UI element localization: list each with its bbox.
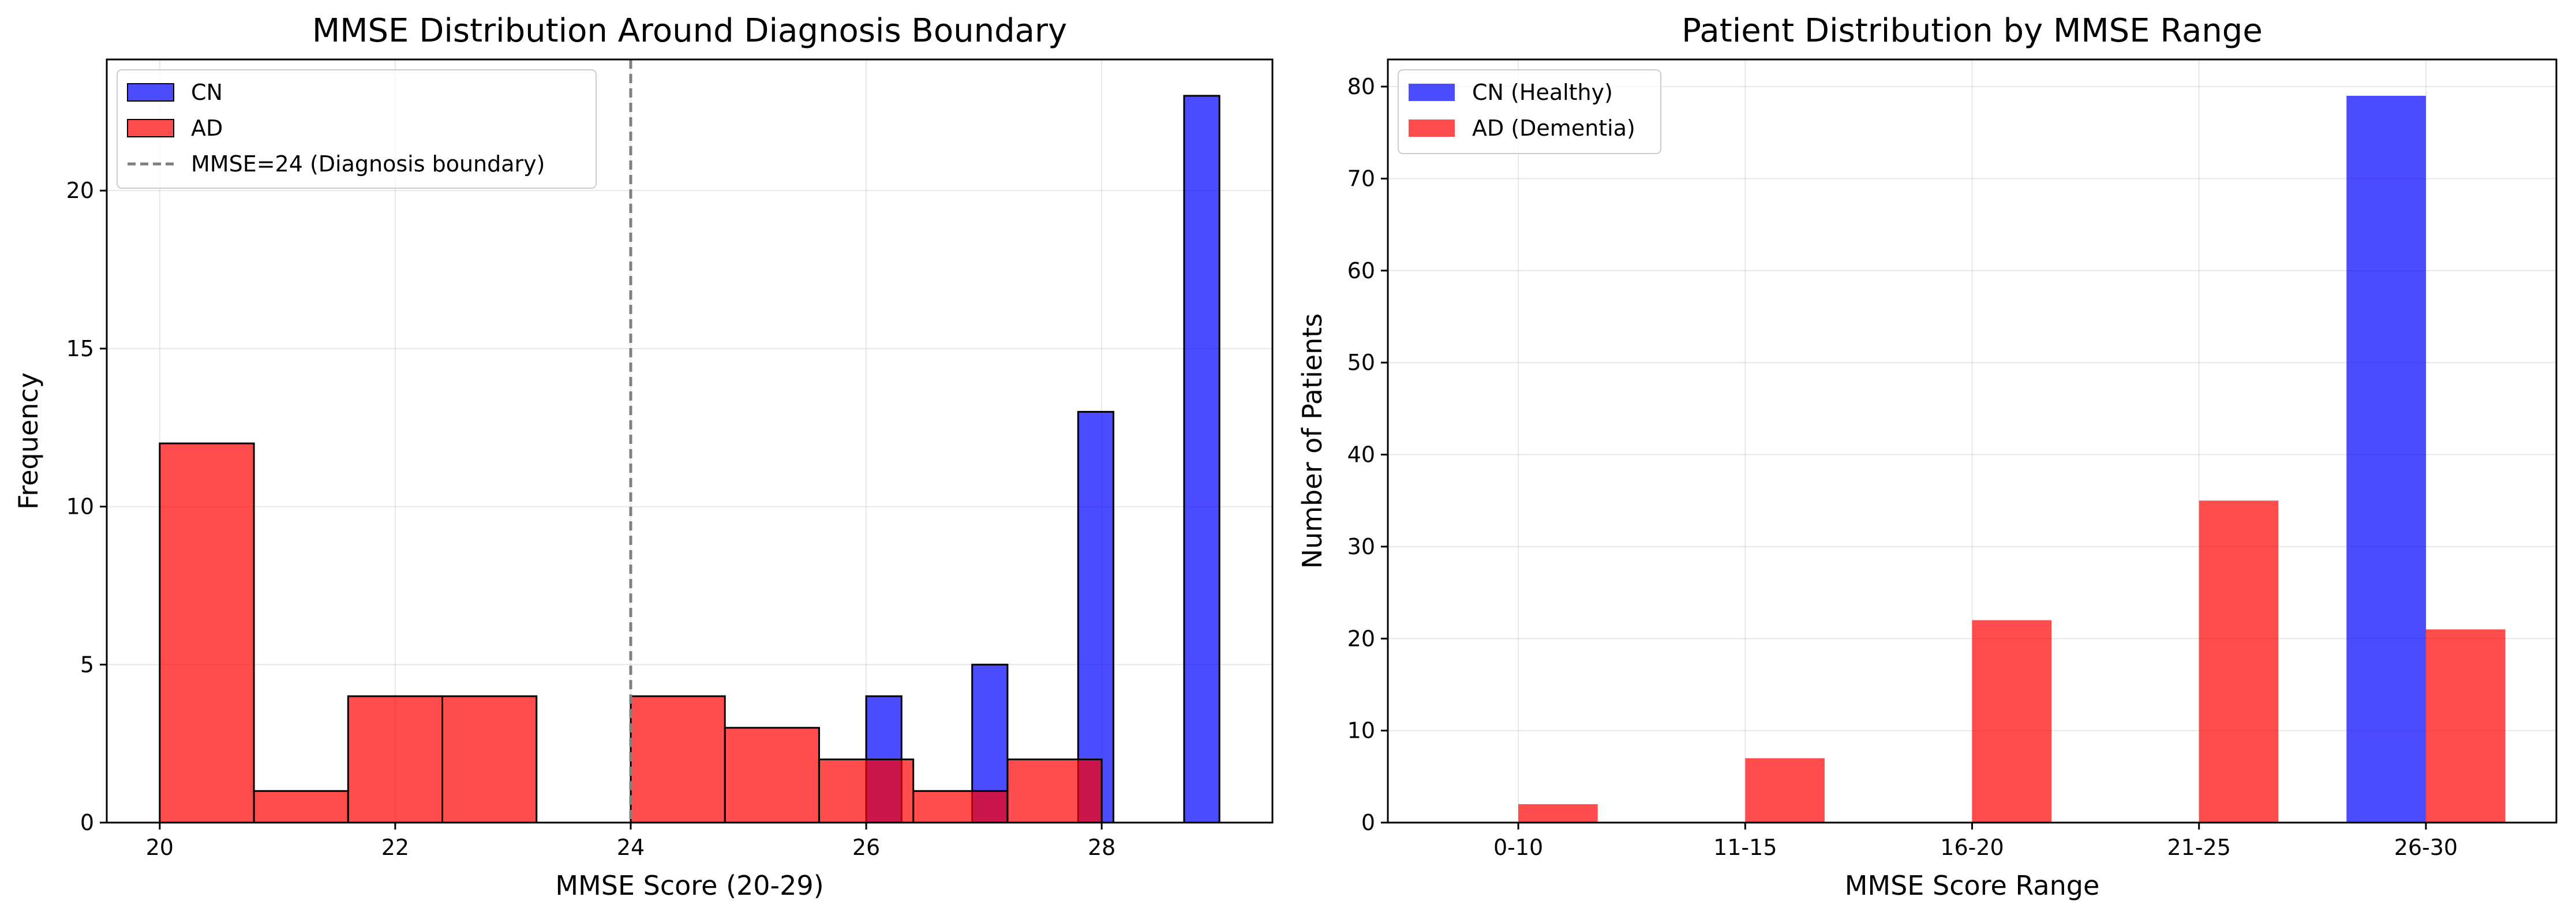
legend-label-boundary: MMSE=24 (Diagnosis boundary) bbox=[191, 151, 545, 177]
histogram-axes-frame bbox=[106, 58, 1274, 824]
range-y-tick-label: 10 bbox=[1347, 718, 1375, 744]
histogram-bar-ad bbox=[441, 695, 538, 824]
histogram-legend: CN AD MMSE=24 (Diagnosis boundary) bbox=[117, 69, 597, 189]
range-legend: CN (Healthy) AD (Dementia) bbox=[1398, 69, 1661, 154]
histogram-panel: 20 22 24 26 28 0 5 10 15 20 MMSE Distribution Aro… bbox=[13, 12, 1274, 901]
range-ticks: 0-10 11-15 16-20 21-25 26-30 0 10 20 30 40 50 60 70 8… bbox=[1347, 74, 2458, 860]
legend-swatch-cn bbox=[127, 83, 174, 102]
histogram-bar-ad bbox=[347, 695, 444, 824]
range-bars bbox=[1518, 95, 2506, 823]
range-axes-frame bbox=[1387, 58, 2558, 824]
histogram-x-axis-label: MMSE Score (20-29) bbox=[555, 870, 823, 901]
range-legend-box bbox=[1398, 69, 1661, 154]
range-bar-ad-dementia bbox=[1972, 620, 2052, 823]
range-bar-panel: 0-10 11-15 16-20 21-25 26-30 0 10 20 30 40 50 60 70 8… bbox=[1297, 12, 2558, 901]
range-x-tick-label: 0-10 bbox=[1493, 835, 1543, 860]
histogram-bar-ad bbox=[912, 790, 1009, 824]
histogram-bar-ad bbox=[630, 695, 726, 824]
histogram-bar-ad bbox=[724, 727, 820, 824]
legend-swatch-ad-dementia bbox=[1409, 119, 1455, 137]
range-y-tick-label: 70 bbox=[1347, 166, 1375, 191]
histogram-x-tick-label: 26 bbox=[852, 835, 880, 860]
histogram-ticks: 20 22 24 26 28 0 5 10 15 20 bbox=[66, 178, 1116, 860]
histogram-y-axis-label: Frequency bbox=[13, 372, 44, 510]
legend-label-cn-healthy: CN (Healthy) bbox=[1472, 80, 1613, 105]
histogram-bar-cn bbox=[1077, 410, 1115, 824]
histogram-x-tick-label: 24 bbox=[617, 835, 645, 860]
range-title: Patient Distribution by MMSE Range bbox=[1682, 12, 2263, 50]
range-y-tick-label: 30 bbox=[1347, 534, 1375, 559]
range-x-tick-label: 11-15 bbox=[1713, 835, 1777, 860]
legend-label-cn: CN bbox=[191, 80, 223, 105]
range-x-tick-label: 26-30 bbox=[2394, 835, 2458, 860]
histogram-y-tick-label: 20 bbox=[66, 178, 94, 203]
range-bar-cn-healthy bbox=[2346, 95, 2426, 823]
range-y-axis-label: Number of Patients bbox=[1297, 313, 1328, 569]
legend-swatch-cn-healthy bbox=[1409, 84, 1455, 101]
histogram-x-tick-label: 22 bbox=[381, 835, 409, 860]
legend-swatch-ad bbox=[127, 119, 174, 137]
histogram-title: MMSE Distribution Around Diagnosis Bound… bbox=[312, 12, 1067, 50]
range-y-tick-label: 20 bbox=[1347, 626, 1375, 651]
histogram-bar-cn bbox=[1183, 95, 1220, 824]
range-y-tick-label: 80 bbox=[1347, 74, 1375, 99]
range-y-tick-label: 0 bbox=[1361, 810, 1375, 835]
range-y-tick-label: 50 bbox=[1347, 350, 1375, 375]
range-bar-ad-dementia bbox=[1518, 804, 1598, 823]
histogram-y-tick-label: 0 bbox=[80, 810, 94, 835]
range-x-tick-label: 16-20 bbox=[1940, 835, 2004, 860]
range-y-tick-label: 60 bbox=[1347, 258, 1375, 283]
range-bar-ad-dementia bbox=[2425, 629, 2506, 823]
histogram-legend-box bbox=[117, 69, 597, 189]
range-x-tick-label: 21-25 bbox=[2167, 835, 2230, 860]
histogram-y-tick-label: 10 bbox=[66, 494, 94, 520]
range-y-tick-label: 40 bbox=[1347, 442, 1375, 468]
range-bar-ad-dementia bbox=[1745, 758, 1825, 823]
histogram-bar-ad bbox=[1006, 759, 1103, 824]
histogram-bars bbox=[159, 95, 1220, 824]
histogram-bar-ad bbox=[253, 790, 349, 824]
histogram-x-tick-label: 28 bbox=[1088, 835, 1115, 860]
legend-label-ad-dementia: AD (Dementia) bbox=[1472, 115, 1635, 141]
histogram-x-tick-label: 20 bbox=[146, 835, 174, 860]
histogram-bar-ad bbox=[818, 759, 915, 824]
range-x-axis-label: MMSE Score Range bbox=[1845, 870, 2100, 901]
histogram-bar-ad bbox=[159, 442, 255, 824]
legend-label-ad: AD bbox=[191, 115, 223, 141]
range-bar-ad-dementia bbox=[2199, 500, 2279, 823]
histogram-y-tick-label: 15 bbox=[66, 336, 94, 361]
histogram-y-tick-label: 5 bbox=[80, 652, 94, 677]
